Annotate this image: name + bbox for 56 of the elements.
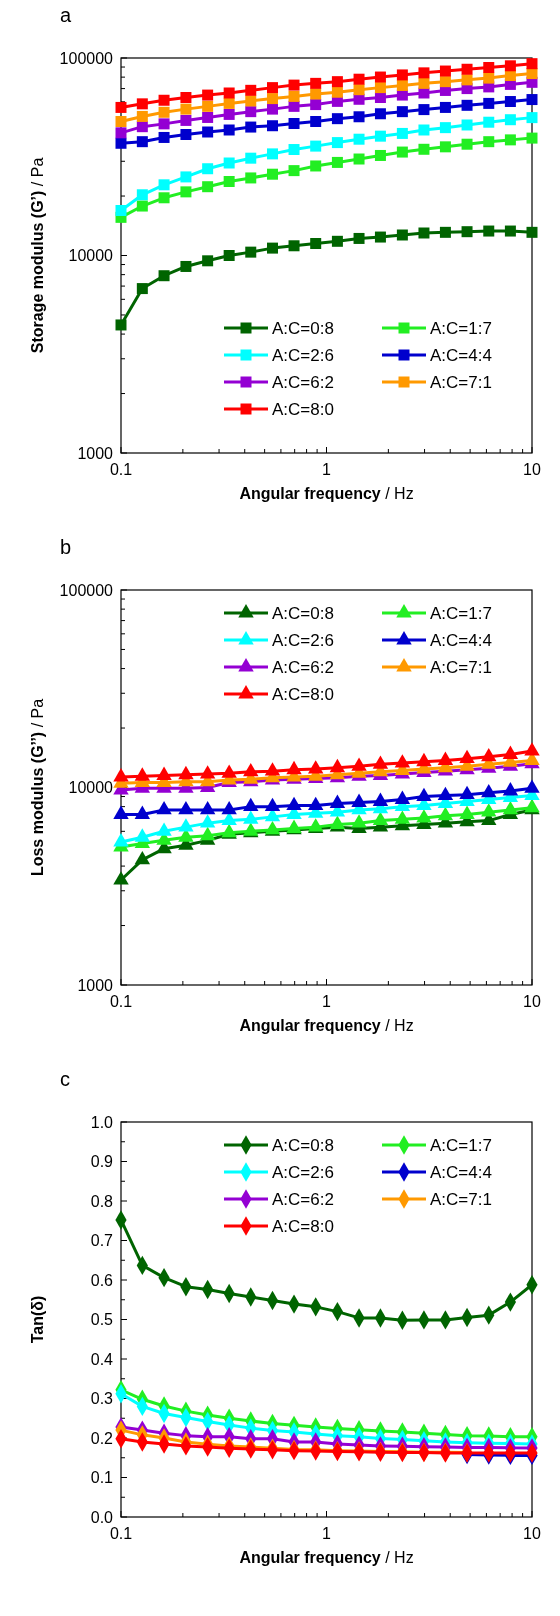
chart-title: a xyxy=(60,4,72,26)
x-tick-label: 0.1 xyxy=(109,1525,133,1542)
legend-label: A:C=8:0 xyxy=(272,1216,334,1236)
legend-label: A:C=7:1 xyxy=(430,372,492,392)
y-tick-label: 1.0 xyxy=(90,1113,114,1131)
y-tick-label: 10000 xyxy=(68,247,114,265)
x-tick-label: 1 xyxy=(322,461,332,478)
y-tick-label: 0.4 xyxy=(90,1350,114,1368)
x-axis-title: Angular frequency / Hz xyxy=(239,1017,414,1034)
x-tick-label: 10 xyxy=(523,993,541,1010)
y-tick-label: 100000 xyxy=(59,49,114,67)
legend-label: A:C=6:2 xyxy=(272,1189,334,1209)
legend-label: A:C=2:6 xyxy=(272,345,334,365)
y-tick-label: 0.2 xyxy=(90,1429,114,1447)
x-tick-label: 10 xyxy=(523,1525,541,1542)
legend-label: A:C=0:8 xyxy=(272,603,334,623)
y-axis-title: Loss modulus (G’’) / Pa xyxy=(29,698,46,877)
y-tick-label: 0.0 xyxy=(90,1508,114,1526)
y-tick-label: 0.6 xyxy=(90,1271,114,1289)
legend-label: A:C=2:6 xyxy=(272,630,334,650)
legend-label: A:C=4:4 xyxy=(430,345,492,365)
legend-label: A:C=8:0 xyxy=(272,684,334,704)
x-tick-label: 10 xyxy=(523,461,541,478)
legend-label: A:C=7:1 xyxy=(430,657,492,677)
legend-label: A:C=0:8 xyxy=(272,1135,334,1155)
y-tick-label: 1000 xyxy=(77,444,114,462)
y-tick-label: 1000 xyxy=(77,976,114,994)
y-tick-label: 0.3 xyxy=(90,1390,114,1408)
legend-label: A:C=2:6 xyxy=(272,1162,334,1182)
x-axis-title: Angular frequency / Hz xyxy=(239,1549,414,1566)
chart-title: c xyxy=(60,1068,70,1090)
legend-label: A:C=4:4 xyxy=(430,1162,492,1182)
legend-label: A:C=6:2 xyxy=(272,657,334,677)
x-tick-label: 0.1 xyxy=(109,993,133,1010)
x-tick-label: 1 xyxy=(322,993,332,1010)
y-tick-label: 0.1 xyxy=(90,1469,114,1487)
legend-label: A:C=7:1 xyxy=(430,1189,492,1209)
y-tick-label: 0.5 xyxy=(90,1311,114,1329)
x-tick-label: 0.1 xyxy=(109,461,133,478)
chart-title: b xyxy=(60,536,72,558)
y-tick-label: 0.9 xyxy=(90,1153,114,1171)
x-axis-title: Angular frequency / Hz xyxy=(239,485,414,502)
y-tick-label: 0.8 xyxy=(90,1192,114,1210)
legend-label: A:C=4:4 xyxy=(430,630,492,650)
legend-label: A:C=1:7 xyxy=(430,318,492,338)
legend-label: A:C=6:2 xyxy=(272,372,334,392)
legend-label: A:C=8:0 xyxy=(272,399,334,419)
y-tick-label: 0.7 xyxy=(90,1232,114,1250)
legend-label: A:C=1:7 xyxy=(430,603,492,623)
y-axis-title: Tan(δ) xyxy=(29,1295,46,1344)
legend-label: A:C=1:7 xyxy=(430,1135,492,1155)
legend-label: A:C=0:8 xyxy=(272,318,334,338)
x-tick-label: 1 xyxy=(322,1525,332,1542)
y-tick-label: 100000 xyxy=(59,581,114,599)
y-tick-label: 10000 xyxy=(68,779,114,797)
y-axis-title: Storage modulus (G’) / Pa xyxy=(29,157,46,354)
